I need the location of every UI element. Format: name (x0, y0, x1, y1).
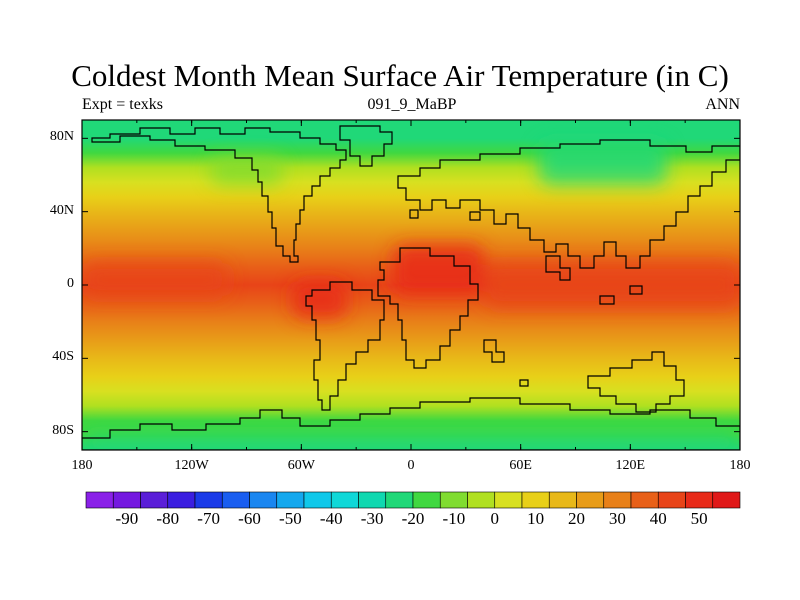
colorbar-label: -50 (279, 509, 302, 528)
colorbar-label: -10 (442, 509, 466, 528)
coastline-south-america (305, 281, 385, 411)
coastline-europe-asia (397, 139, 740, 269)
x-tick-label: 180 (729, 458, 751, 473)
y-tick-label: 0 (67, 276, 74, 291)
colorbar-label: -90 (115, 509, 139, 528)
coastlines (82, 125, 740, 450)
anomaly-antarctic-cold (82, 435, 740, 450)
colorbar-swatch (194, 491, 223, 509)
anomaly-south-america-warm (292, 281, 348, 318)
colorbar-label: -40 (319, 509, 343, 528)
colorbar-label: -60 (238, 509, 261, 528)
x-tick-label: 60W (287, 458, 315, 473)
colorbar-swatch (249, 491, 278, 509)
coastline-africa (377, 247, 479, 369)
colorbar-swatch (603, 491, 632, 509)
coastline-australia (587, 351, 685, 413)
y-tick-label: 40S (52, 349, 74, 365)
colorbar-label: 30 (608, 509, 626, 528)
colorbar-swatch (712, 491, 741, 509)
colorbar-swatch (521, 491, 550, 509)
coastline-greenland (339, 125, 393, 167)
coastline-antarctica (82, 397, 740, 450)
coastline-madagascar (483, 339, 505, 363)
colorbar-swatch (548, 491, 577, 509)
experiment-label: Expt = texks (82, 96, 164, 113)
colorbar-swatch (276, 491, 305, 509)
colorbar-swatch (412, 491, 441, 509)
colorbar-label: 40 (649, 509, 667, 528)
colorbar-swatch (494, 491, 523, 509)
coastline-indian-subcontinent (545, 255, 571, 281)
colorbar-swatch (657, 491, 686, 509)
colorbar-swatch (576, 491, 605, 509)
map-plot-area (82, 120, 740, 450)
colorbar-swatch (330, 491, 359, 509)
colorbar-label: -80 (156, 509, 180, 528)
colorbar-swatch (385, 491, 414, 509)
colorbar-label: 0 (490, 509, 500, 528)
colorbar-swatch (358, 491, 387, 509)
x-tick-label: 120E (615, 458, 646, 473)
colorbar-swatch (140, 491, 169, 509)
coastline-islands (409, 209, 643, 387)
axis-ticks (81, 120, 741, 450)
colorbar-label: 20 (568, 509, 585, 528)
y-tick-label: 40N (49, 202, 74, 218)
colorbar-swatch (439, 491, 468, 509)
colorbar-label: -70 (197, 509, 220, 528)
x-tick-label: 0 (407, 458, 415, 473)
season-label: ANN (705, 96, 740, 113)
colorbar (85, 491, 741, 509)
x-tick-label: 180 (71, 458, 93, 473)
colorbar-label: 50 (690, 509, 708, 528)
temperature-anomalies (82, 142, 740, 450)
colorbar-swatch (685, 491, 714, 509)
colorbar-label: 10 (527, 509, 545, 528)
colorbar-swatch (112, 491, 141, 509)
chart-title: Coldest Month Mean Surface Air Temperatu… (71, 58, 729, 93)
anomaly-north-america-cold (209, 156, 284, 185)
colorbar-swatch (303, 491, 332, 509)
time-label: 091_9_MaBP (367, 96, 457, 113)
colorbar-label: -20 (401, 509, 425, 528)
colorbar-swatch (467, 491, 496, 509)
colorbar-swatch (85, 491, 114, 509)
y-tick-label: 80S (52, 422, 74, 438)
colorbar-swatch (167, 491, 196, 509)
colorbar-swatch (221, 491, 250, 509)
anomaly-indian-ocean-warm (484, 263, 740, 307)
anomaly-east-pacific-warm (82, 263, 229, 296)
colorbar-label: -30 (360, 509, 384, 528)
x-tick-label: 60E (509, 458, 532, 473)
y-tick-label: 80N (49, 129, 74, 145)
anomaly-africa-warm (392, 244, 485, 295)
x-tick-label: 120W (174, 458, 209, 473)
anomaly-central-asia-cold (538, 142, 667, 185)
colorbar-swatch (630, 491, 659, 509)
coastline-north-america (91, 127, 347, 263)
